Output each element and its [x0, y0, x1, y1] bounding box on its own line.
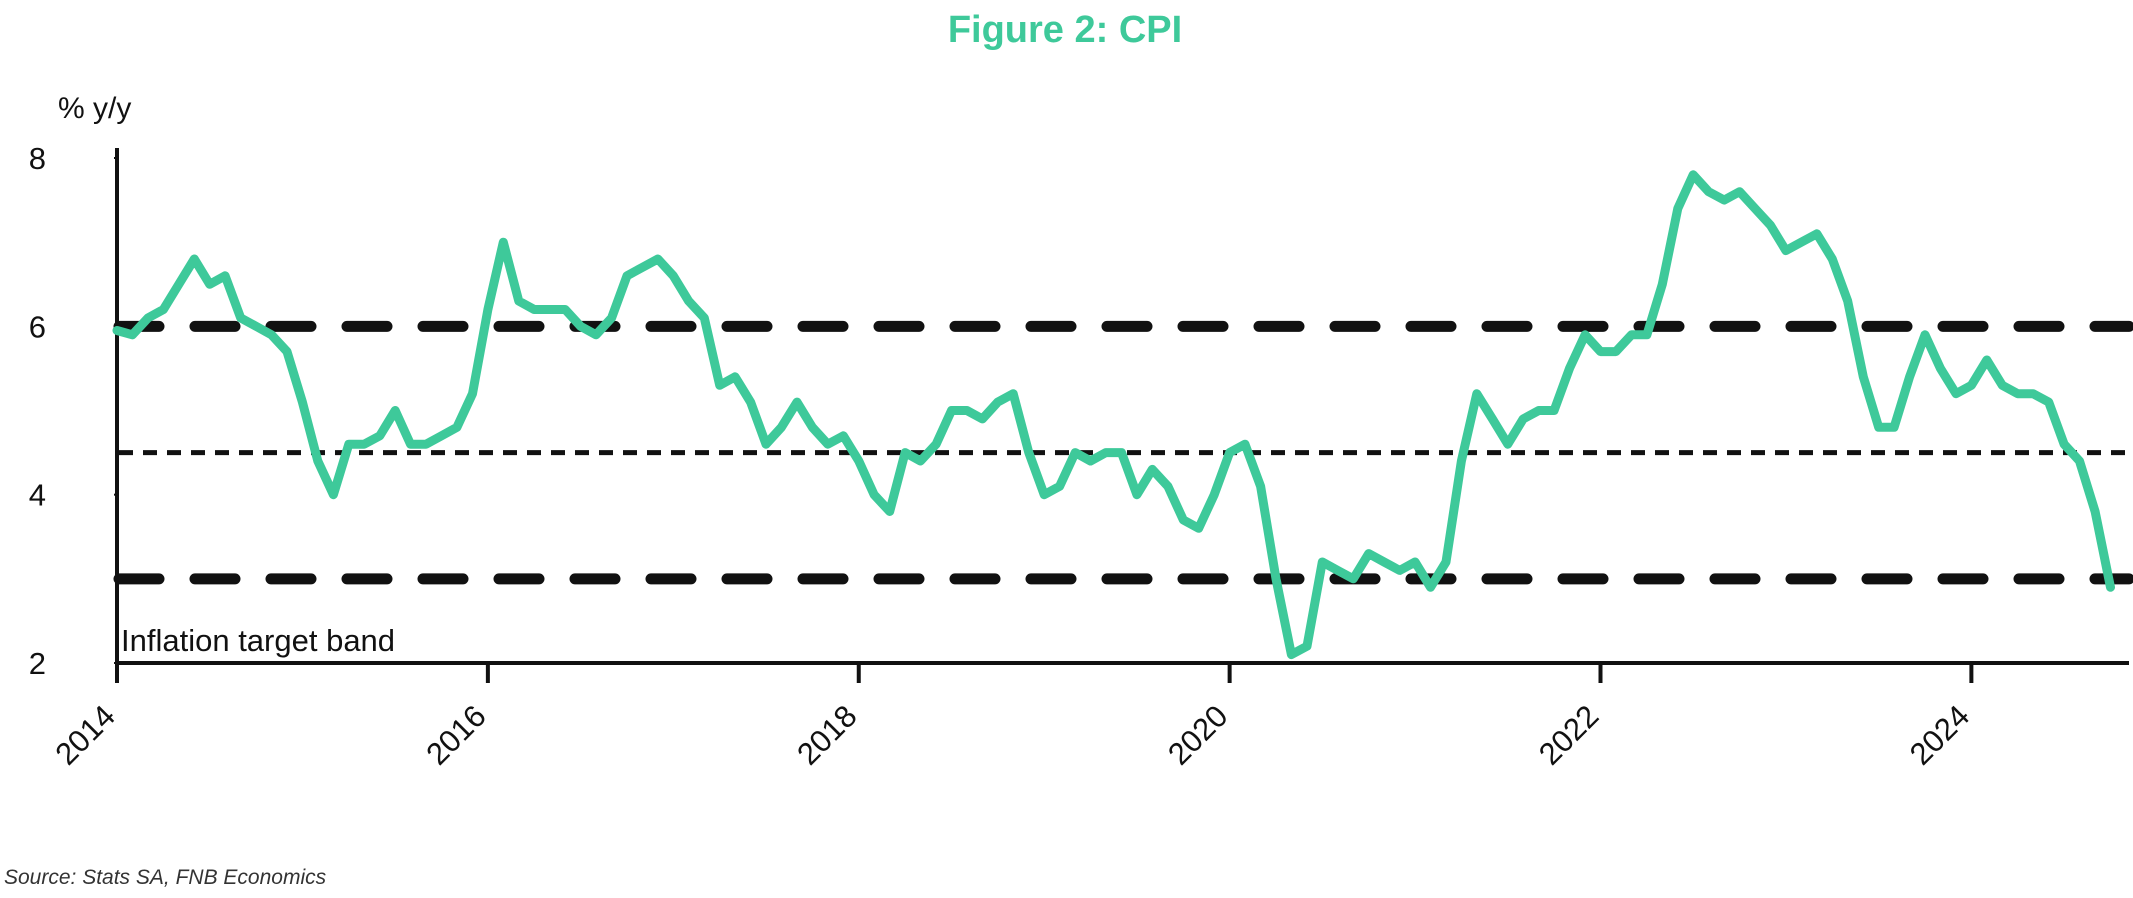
- x-tick-label: 2020: [1161, 698, 1235, 772]
- y-tick-label: 8: [29, 141, 46, 176]
- annotation: Inflation target band: [121, 623, 395, 658]
- x-tick-label: 2014: [48, 698, 122, 772]
- y-axis-label: % y/y: [58, 92, 131, 125]
- x-tick-label: 2018: [790, 698, 864, 772]
- y-tick-label: 6: [29, 309, 46, 344]
- x-tick-label: 2024: [1903, 698, 1977, 772]
- x-tick-label: 2022: [1532, 698, 1606, 772]
- cpi-line: [112, 170, 2115, 660]
- chart-title: Figure 2: CPI: [948, 9, 1182, 51]
- y-tick-label: 2: [29, 646, 46, 681]
- source-note: Source: Stats SA, FNB Economics: [4, 866, 327, 889]
- x-tick-label: 2016: [419, 698, 493, 772]
- y-tick-label: 4: [29, 478, 46, 513]
